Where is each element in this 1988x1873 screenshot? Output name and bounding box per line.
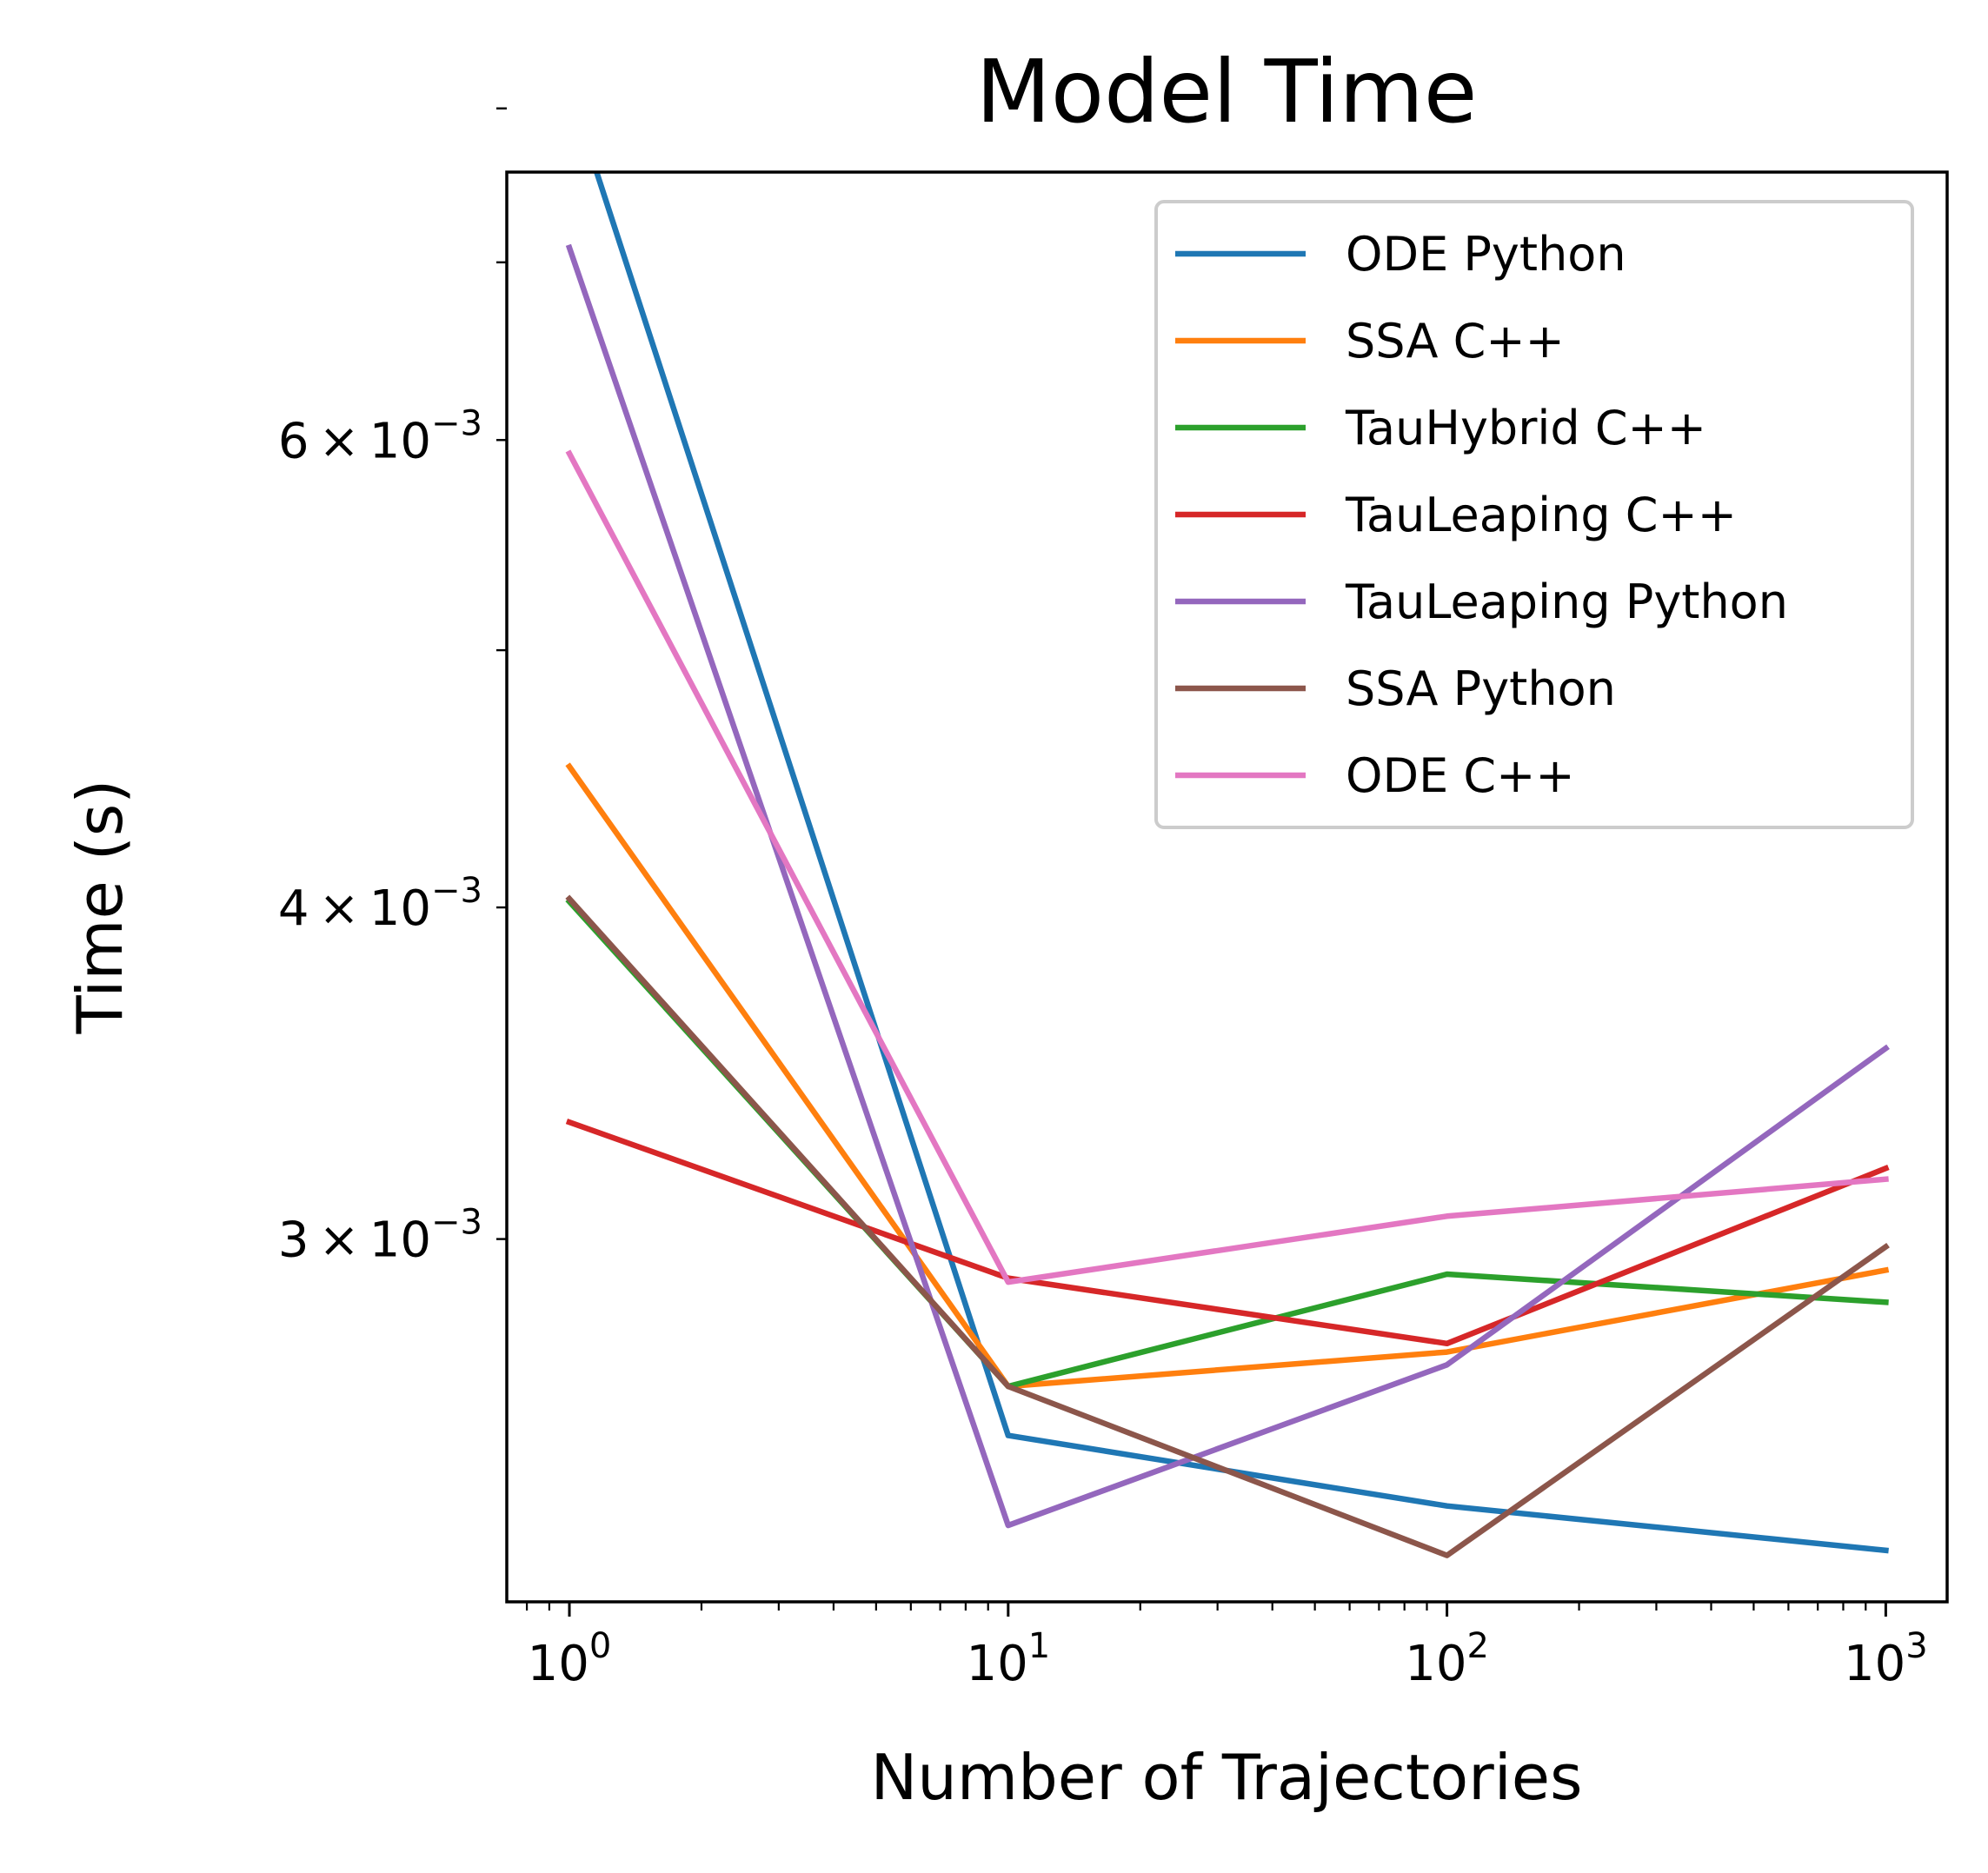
- series-line-ssa-python: [565, 894, 1890, 1558]
- legend: ODE Python SSA C++ TauHybrid C++ TauLeaping…: [1154, 200, 1914, 829]
- x-tick-label: 100: [528, 1626, 612, 1692]
- legend-box: [1154, 200, 1914, 829]
- x-tick-label-base: 10: [528, 1636, 589, 1692]
- x-tick-label-exponent: 0: [589, 1626, 611, 1666]
- y-tick-label: 4 × 10−3: [278, 871, 482, 937]
- y-tick-label: 6 × 10−3: [278, 403, 482, 469]
- series-line-ode-c-: [565, 449, 1889, 1285]
- plot-area: [565, 172, 1890, 1558]
- x-tick-label-exponent: 2: [1467, 1626, 1489, 1666]
- y-tick-label: 3 × 10−3: [278, 1203, 482, 1269]
- y-tick-label-exponent: −3: [431, 403, 482, 443]
- x-tick-label: 103: [1844, 1626, 1928, 1692]
- y-axis-label: Time (s): [63, 780, 136, 1035]
- x-axis-label: Number of Trajectories: [870, 1741, 1582, 1814]
- y-tick-label-mantissa: 4 × 10: [278, 880, 431, 937]
- x-tick-label-base: 10: [966, 1636, 1027, 1692]
- legend-label-tauhybrid-c-: TauHybrid C++: [1345, 401, 1706, 455]
- legend-label-ode-python: ODE Python: [1346, 227, 1626, 282]
- x-tick-label-exponent: 3: [1905, 1626, 1927, 1666]
- x-tick-label-base: 10: [1844, 1636, 1905, 1692]
- y-tick-label-exponent: −3: [431, 871, 482, 911]
- y-tick-label-exponent: −3: [431, 1203, 482, 1243]
- x-tick-label: 102: [1405, 1626, 1489, 1692]
- y-tick-label-mantissa: 6 × 10: [278, 413, 431, 469]
- x-tick-label-exponent: 1: [1028, 1626, 1050, 1666]
- legend-label-ode-c-: ODE C++: [1346, 748, 1575, 803]
- chart-title: Model Time: [976, 41, 1478, 143]
- legend-label-tauleaping-python: TauLeaping Python: [1345, 575, 1788, 629]
- x-tick-label: 101: [966, 1626, 1050, 1692]
- legend-label-ssa-python: SSA Python: [1346, 661, 1616, 716]
- legend-label-ssa-c-: SSA C++: [1346, 314, 1565, 369]
- series-line-tauleaping-c-: [565, 1119, 1890, 1347]
- series-line-tauleaping-python: [565, 243, 1890, 1529]
- axes-frame: [505, 170, 1949, 1604]
- series-line-ssa-c-: [565, 762, 1890, 1390]
- y-tick-label-mantissa: 3 × 10: [278, 1212, 431, 1269]
- x-tick-label-base: 10: [1405, 1636, 1466, 1692]
- legend-label-tauleaping-c-: TauLeaping C++: [1345, 488, 1737, 542]
